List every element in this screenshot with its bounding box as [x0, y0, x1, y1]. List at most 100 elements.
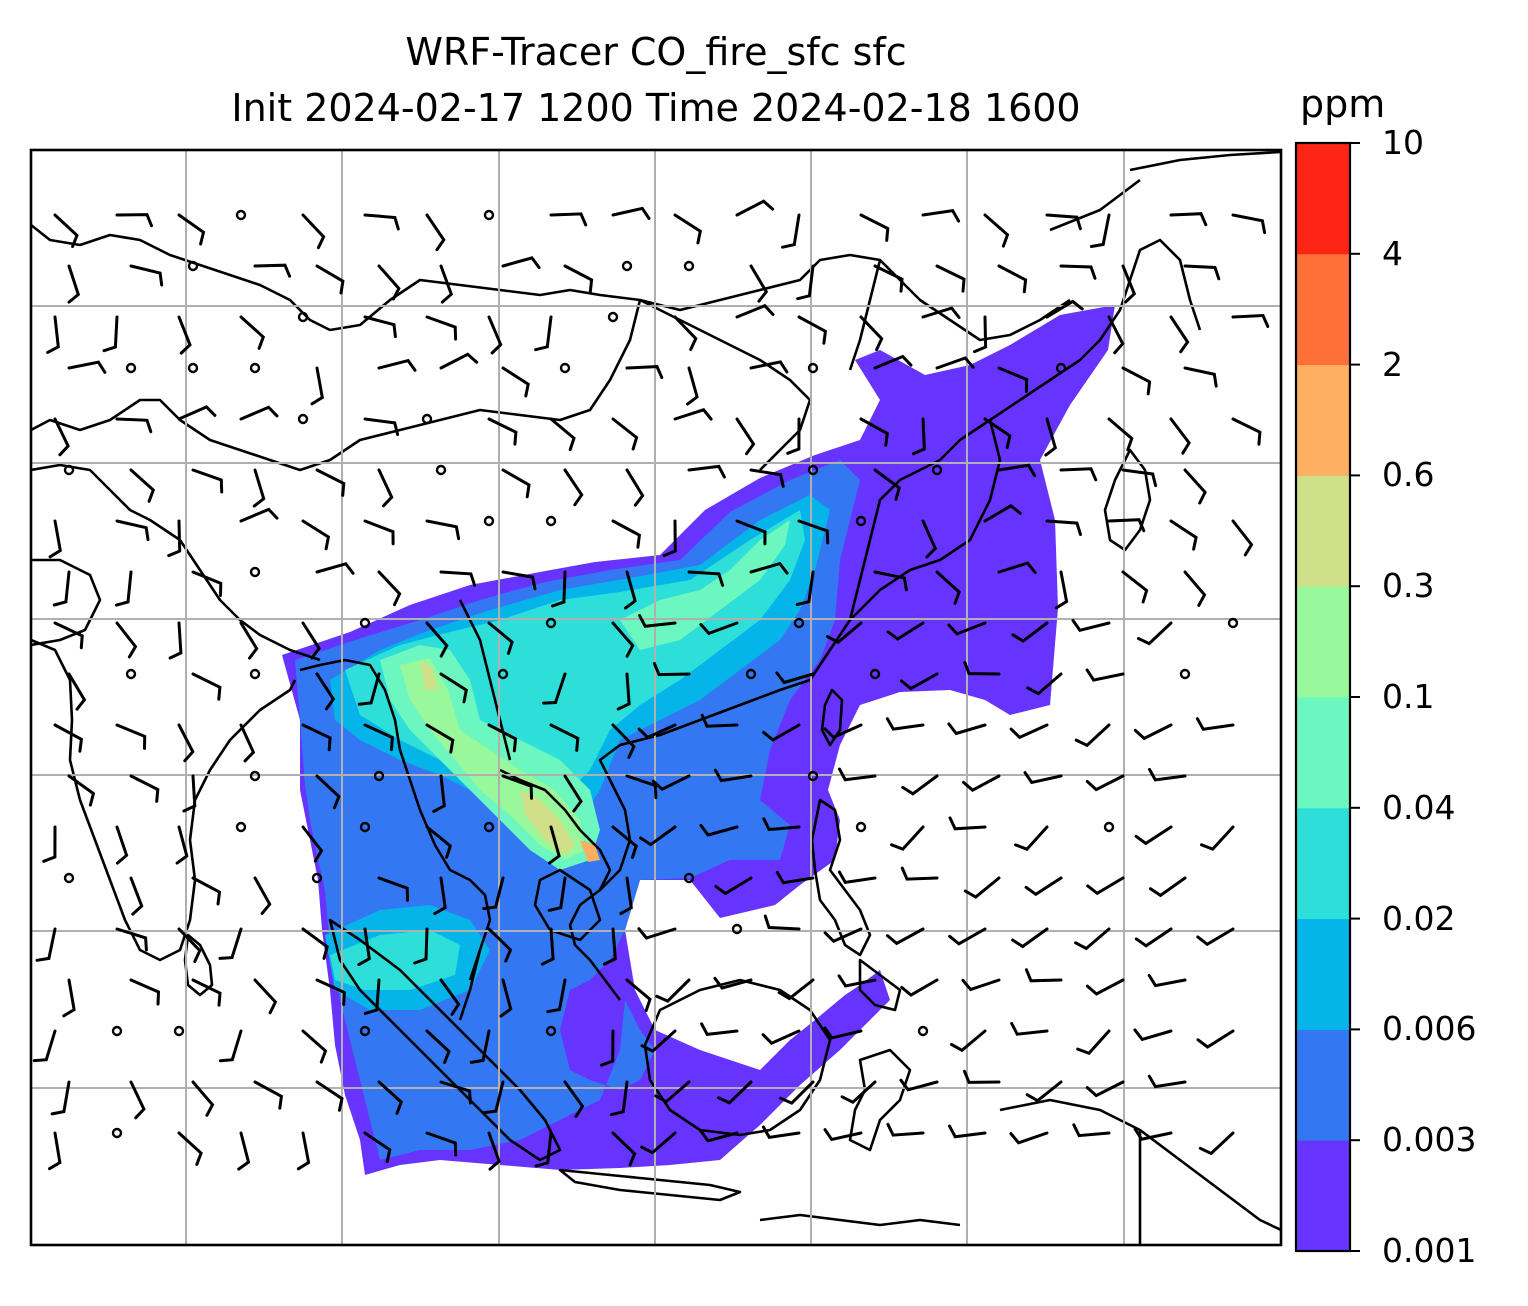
wind-barb [837, 974, 877, 988]
wind-barb [1169, 519, 1198, 551]
wind-barb [749, 561, 789, 575]
wind-barb [377, 468, 394, 508]
wind-barb [1009, 723, 1049, 740]
wind-barb [1044, 417, 1058, 457]
wind-barb [948, 927, 987, 946]
wind-barb [899, 1078, 939, 1092]
wind-barb [885, 717, 925, 731]
wind-barb [947, 621, 987, 636]
wind-barb [439, 570, 477, 587]
wind-barb [761, 1125, 801, 1140]
wind-barb [1086, 876, 1125, 896]
calm-wind-marker [249, 668, 261, 680]
wind-barb [616, 672, 631, 711]
co-concentration-fill [282, 305, 1115, 1175]
wind-barb [1183, 366, 1218, 388]
wind-barb [563, 774, 583, 813]
wind-barb [1023, 771, 1063, 785]
calm-wind-marker [311, 872, 323, 884]
wind-barb [363, 213, 400, 231]
wind-barb [42, 825, 57, 863]
wind-barb [115, 927, 148, 952]
wind-barb [1085, 668, 1125, 682]
wind-barbs [32, 199, 1270, 1171]
colorbar-segment [1296, 475, 1350, 587]
calm-wind-marker [173, 1025, 185, 1037]
wind-barb [1085, 774, 1125, 792]
wind-barb [115, 519, 150, 542]
calm-wind-marker [483, 515, 495, 527]
wind-barb [425, 621, 449, 658]
wind-barb [301, 825, 324, 863]
wind-barb [935, 570, 961, 605]
wind-barb [1183, 468, 1207, 505]
colorbar-tick-label: 0.003 [1382, 1120, 1477, 1160]
wind-barb [838, 767, 877, 782]
wind-barb [921, 208, 961, 223]
wind-barb [1074, 723, 1111, 748]
wind-barb [425, 1131, 458, 1157]
wind-barb [315, 774, 341, 810]
calm-wind-marker [559, 362, 571, 374]
wind-barb [699, 823, 739, 837]
wind-barb [1071, 619, 1111, 633]
wind-barb [1014, 825, 1049, 851]
wind-barb [625, 978, 652, 1013]
wind-barb [1076, 1029, 1111, 1056]
wind-barb [177, 315, 192, 355]
wind-barb [1059, 264, 1097, 280]
wind-barb [67, 264, 81, 304]
wind-barb [625, 365, 664, 379]
wind-barb [439, 672, 468, 704]
wind-barb [859, 417, 889, 447]
wind-barb [655, 978, 691, 1003]
wind-barb [600, 1029, 615, 1067]
calm-wind-marker [249, 770, 261, 782]
wind-barb [1134, 825, 1173, 846]
wind-barb [1147, 1074, 1187, 1089]
wind-barb [717, 1080, 753, 1105]
wind-barb [191, 672, 222, 701]
wind-barb [611, 417, 639, 451]
wind-barb [761, 1029, 801, 1045]
wind-barb [901, 774, 939, 796]
wind-barb [700, 1022, 739, 1037]
wind-barb [501, 366, 530, 398]
wind-barb [735, 519, 767, 546]
wind-barb [1011, 927, 1049, 949]
wind-barb [315, 978, 346, 1006]
wind-barb [1024, 968, 1063, 983]
wind-barb [777, 978, 815, 1001]
wind-barb [713, 976, 753, 990]
wind-barb [501, 774, 533, 800]
wind-barb [779, 1080, 815, 1105]
wind-barb [713, 768, 753, 783]
calm-wind-marker [359, 1025, 371, 1037]
wind-barb [363, 519, 395, 546]
wind-barb [873, 264, 904, 293]
wind-barb [1085, 1080, 1125, 1098]
wind-barb [129, 978, 161, 1006]
wind-barb [796, 264, 815, 301]
wind-barb [177, 927, 202, 963]
calm-wind-marker [111, 1025, 123, 1037]
wind-barb [239, 405, 279, 421]
wind-barb [425, 519, 461, 541]
wind-barb [377, 876, 409, 902]
calm-wind-marker [249, 362, 261, 374]
calm-wind-marker [497, 668, 509, 680]
wind-barb [501, 570, 537, 591]
wind-barb [611, 519, 642, 549]
wind-barb [563, 468, 584, 507]
wind-barb [487, 1131, 501, 1171]
wind-barb [1231, 313, 1270, 328]
calm-wind-marker [855, 821, 867, 833]
wind-barb [501, 468, 531, 499]
wind-barb [1231, 417, 1262, 446]
wind-barb [611, 723, 636, 759]
wind-barb [797, 519, 830, 545]
wind-barb [129, 774, 160, 803]
colorbar-tick-label: 0.04 [1382, 787, 1456, 827]
wind-barb [1085, 978, 1125, 996]
